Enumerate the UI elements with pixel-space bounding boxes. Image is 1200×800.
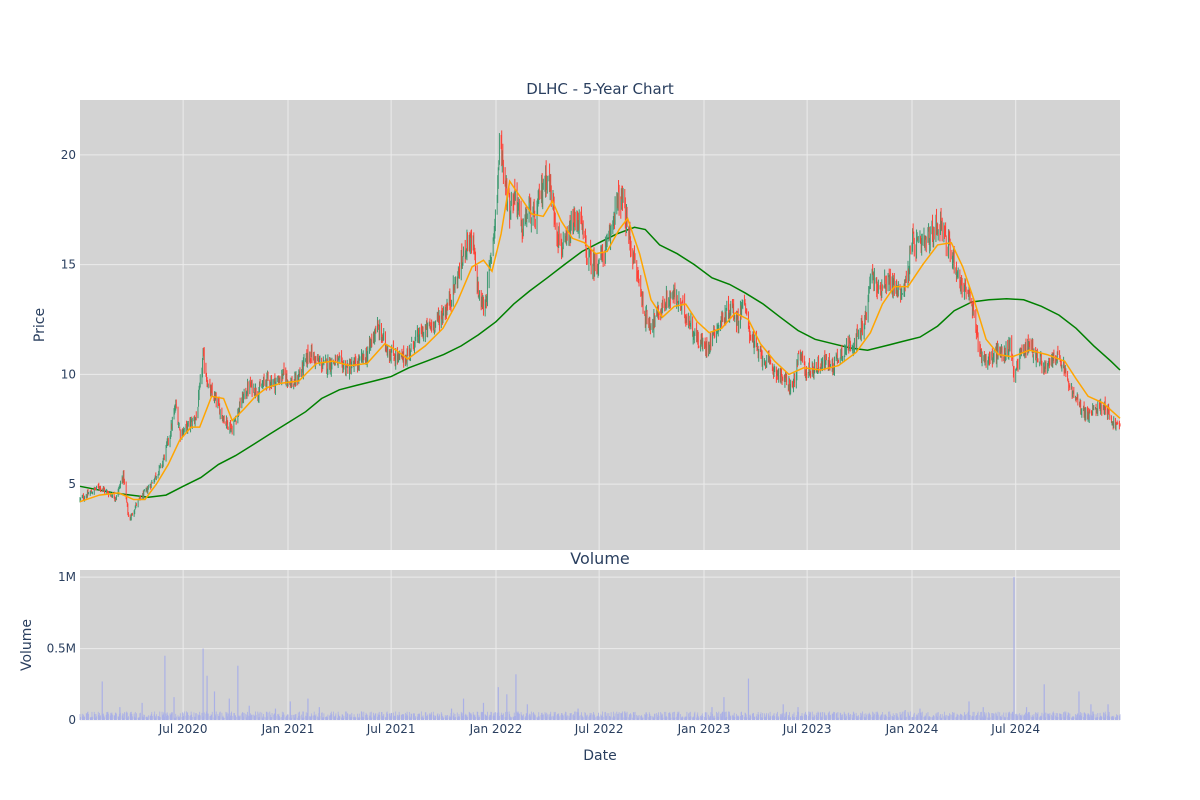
date-tick-label: Jul 2022 — [574, 722, 624, 736]
price-tick-label: 15 — [61, 258, 76, 272]
price-y-ticks: 5 10 15 20 — [61, 148, 76, 491]
date-tick-label: Jul 2020 — [158, 722, 208, 736]
volume-y-axis-label: Volume — [19, 619, 35, 671]
volume-bars — [79, 577, 1121, 720]
price-y-axis-label: Price — [32, 308, 48, 342]
date-tick-label: Jul 2024 — [990, 722, 1040, 736]
date-tick-label: Jan 2021 — [261, 722, 315, 736]
price-plot-area — [80, 100, 1120, 550]
date-tick-label: Jul 2023 — [782, 722, 832, 736]
volume-tick-label: 0 — [68, 713, 76, 727]
volume-tick-label: 0.5M — [47, 642, 76, 656]
volume-chart-title: Volume — [570, 549, 630, 568]
date-tick-label: Jan 2024 — [885, 722, 939, 736]
date-tick-label: Jul 2021 — [366, 722, 416, 736]
volume-tick-label: 1M — [58, 570, 76, 584]
volume-y-ticks: 0 0.5M 1M — [47, 570, 76, 727]
ma-short-line — [79, 179, 1121, 503]
volume-gridlines — [80, 570, 1120, 721]
date-x-ticks: Jul 2020 Jan 2021 Jul 2021 Jan 2022 Jul 2022… — [158, 722, 1040, 736]
volume-plot-area — [80, 570, 1120, 720]
date-tick-label: Jan 2023 — [677, 722, 731, 736]
price-tick-label: 5 — [68, 477, 76, 491]
date-x-axis-label: Date — [583, 748, 616, 764]
short-moving-average — [79, 179, 1121, 503]
price-tick-label: 20 — [61, 148, 76, 162]
price-gridlines — [80, 100, 1120, 550]
price-tick-label: 10 — [61, 367, 76, 381]
price-chart-title: DLHC - 5-Year Chart — [526, 80, 674, 98]
date-tick-label: Jan 2022 — [469, 722, 523, 736]
